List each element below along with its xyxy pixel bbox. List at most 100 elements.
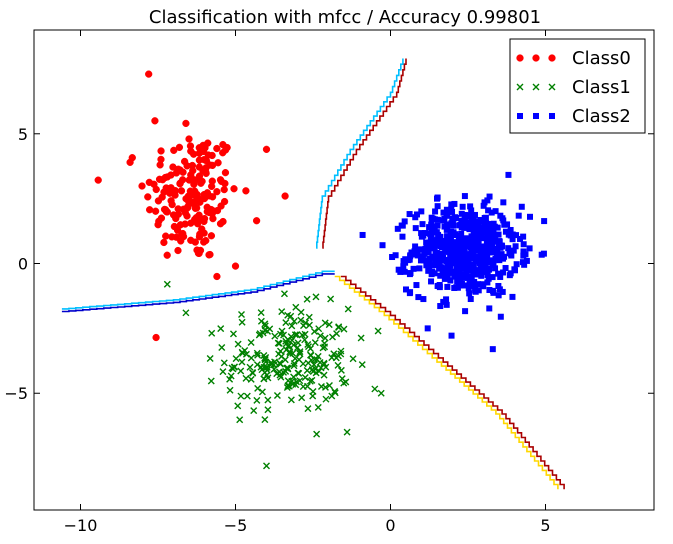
data-point bbox=[428, 231, 435, 238]
scatter-points bbox=[94, 70, 548, 470]
data-point bbox=[507, 226, 514, 233]
data-point bbox=[487, 234, 494, 241]
data-point bbox=[476, 231, 483, 238]
data-point bbox=[419, 253, 426, 260]
data-point bbox=[262, 364, 270, 372]
data-point bbox=[261, 354, 269, 362]
data-point bbox=[483, 259, 490, 266]
data-point bbox=[473, 271, 480, 278]
data-point bbox=[527, 213, 533, 220]
legend: Class0 Class1 Class2 bbox=[509, 38, 646, 134]
data-point bbox=[185, 135, 193, 143]
data-point bbox=[494, 245, 501, 252]
data-point bbox=[489, 242, 496, 249]
data-point bbox=[497, 212, 504, 219]
data-point bbox=[472, 242, 479, 249]
data-point bbox=[412, 214, 419, 221]
data-point bbox=[276, 360, 284, 368]
data-point bbox=[208, 151, 216, 160]
data-point bbox=[491, 223, 498, 230]
data-point bbox=[482, 264, 489, 271]
data-point bbox=[297, 308, 305, 316]
data-point bbox=[478, 246, 485, 253]
data-point bbox=[274, 339, 282, 347]
data-point bbox=[489, 274, 496, 281]
data-point bbox=[509, 293, 516, 300]
data-point bbox=[410, 265, 417, 272]
data-point bbox=[415, 246, 422, 253]
data-point bbox=[273, 391, 281, 399]
legend-item-class0: Class0 bbox=[516, 48, 631, 69]
data-point bbox=[186, 187, 195, 195]
series-class0 bbox=[94, 70, 289, 342]
data-point bbox=[447, 246, 454, 253]
data-point bbox=[513, 232, 520, 239]
data-point bbox=[220, 197, 229, 206]
data-point bbox=[281, 192, 289, 200]
data-point bbox=[242, 374, 250, 382]
data-point bbox=[284, 365, 292, 373]
data-point bbox=[238, 318, 246, 326]
data-point bbox=[145, 70, 153, 78]
legend-marker bbox=[549, 113, 555, 119]
data-point bbox=[261, 320, 269, 328]
data-point bbox=[470, 282, 477, 289]
data-point bbox=[465, 285, 472, 292]
data-point bbox=[349, 355, 357, 363]
data-point bbox=[309, 388, 317, 396]
legend-marker bbox=[548, 54, 556, 62]
data-point bbox=[320, 371, 328, 379]
data-point bbox=[460, 259, 467, 266]
data-point bbox=[413, 282, 420, 289]
decision-boundaries bbox=[61, 58, 565, 490]
data-point bbox=[157, 147, 165, 155]
data-point bbox=[467, 296, 474, 303]
data-point bbox=[521, 261, 528, 268]
data-point bbox=[304, 405, 312, 413]
data-point bbox=[296, 348, 304, 356]
data-point bbox=[453, 263, 460, 270]
data-point bbox=[464, 219, 471, 226]
data-point bbox=[489, 287, 496, 294]
data-point bbox=[263, 462, 270, 470]
data-point bbox=[497, 313, 504, 320]
data-point bbox=[174, 246, 182, 255]
data-point bbox=[307, 351, 315, 359]
data-point bbox=[306, 377, 314, 385]
data-point bbox=[220, 185, 228, 194]
chart-title: Classification with mfcc / Accuracy 0.99… bbox=[149, 7, 541, 28]
data-point bbox=[169, 163, 177, 171]
data-point bbox=[337, 366, 345, 374]
data-point bbox=[170, 146, 178, 155]
data-point bbox=[492, 265, 499, 272]
data-point bbox=[316, 332, 324, 340]
data-point bbox=[145, 206, 154, 214]
data-point bbox=[282, 319, 290, 327]
data-point bbox=[505, 245, 512, 252]
data-point bbox=[298, 394, 306, 402]
data-point bbox=[152, 333, 160, 342]
data-point bbox=[461, 193, 468, 200]
data-point bbox=[447, 235, 454, 242]
data-point bbox=[175, 143, 184, 152]
data-point bbox=[305, 321, 313, 329]
data-point bbox=[221, 169, 230, 177]
data-point bbox=[194, 249, 203, 257]
data-point bbox=[202, 236, 210, 245]
data-point bbox=[484, 225, 491, 232]
data-point bbox=[287, 333, 295, 341]
data-point bbox=[252, 217, 261, 225]
data-point bbox=[284, 311, 292, 319]
data-point bbox=[218, 344, 226, 351]
data-point bbox=[286, 350, 294, 358]
data-point bbox=[482, 217, 489, 224]
data-point bbox=[467, 203, 474, 210]
data-point bbox=[513, 261, 520, 268]
data-point bbox=[470, 247, 477, 254]
data-point bbox=[305, 343, 312, 351]
data-point bbox=[261, 356, 269, 364]
data-point bbox=[325, 321, 333, 329]
data-point bbox=[195, 172, 204, 180]
data-point bbox=[495, 270, 502, 277]
